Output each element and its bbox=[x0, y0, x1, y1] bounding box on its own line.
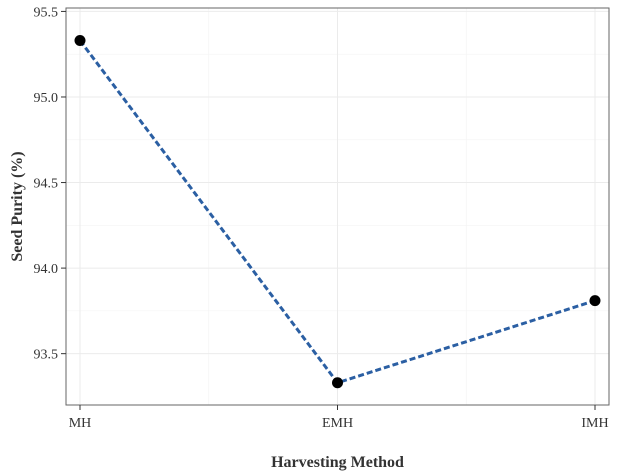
x-axis-title: Harvesting Method bbox=[271, 454, 404, 471]
data-point bbox=[589, 295, 601, 307]
y-tick-label: 95.0 bbox=[34, 91, 59, 106]
y-tick-label: 94.0 bbox=[34, 262, 59, 277]
data-series bbox=[74, 35, 601, 389]
x-tick-label: MH bbox=[69, 416, 92, 431]
x-tick-label: IMH bbox=[581, 416, 608, 431]
y-tick-label: 95.5 bbox=[34, 5, 59, 20]
data-point bbox=[332, 377, 343, 389]
y-tick-label: 94.5 bbox=[34, 177, 59, 192]
y-axis-title: Seed Purity (%) bbox=[9, 151, 26, 261]
data-point bbox=[74, 35, 86, 47]
x-tick-label: EMH bbox=[322, 416, 353, 431]
axes: 93.5 94.0 94.5 95.0 95.5 MH EMH IMH bbox=[34, 5, 609, 431]
grid bbox=[66, 8, 609, 405]
y-tick-label: 93.5 bbox=[34, 348, 59, 363]
